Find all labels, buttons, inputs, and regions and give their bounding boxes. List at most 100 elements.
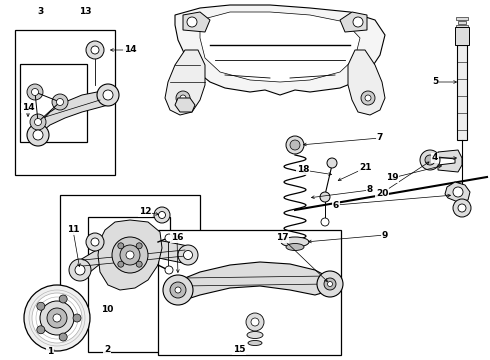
Circle shape — [324, 278, 336, 290]
Bar — [457, 45, 467, 140]
Bar — [458, 37, 466, 40]
Circle shape — [69, 259, 91, 281]
Circle shape — [420, 150, 440, 170]
Bar — [158, 230, 341, 355]
Circle shape — [453, 199, 471, 217]
Bar — [20, 64, 87, 142]
Circle shape — [91, 238, 99, 246]
Circle shape — [165, 266, 173, 274]
Circle shape — [176, 91, 190, 105]
Text: 10: 10 — [101, 305, 113, 314]
Circle shape — [453, 187, 463, 197]
Circle shape — [73, 314, 81, 322]
Polygon shape — [183, 12, 210, 32]
Circle shape — [154, 207, 170, 223]
Circle shape — [103, 90, 113, 100]
Text: 4: 4 — [432, 153, 438, 162]
Circle shape — [33, 130, 43, 140]
Polygon shape — [38, 85, 108, 135]
Circle shape — [178, 245, 198, 265]
Text: 1: 1 — [47, 347, 53, 356]
Circle shape — [246, 313, 264, 331]
Polygon shape — [165, 50, 205, 115]
Text: 8: 8 — [367, 185, 373, 194]
Circle shape — [327, 158, 337, 168]
Bar — [60, 195, 200, 305]
Polygon shape — [178, 262, 332, 302]
Text: 13: 13 — [79, 6, 91, 15]
Circle shape — [361, 91, 375, 105]
Circle shape — [175, 287, 181, 293]
Circle shape — [180, 95, 186, 101]
Circle shape — [321, 218, 329, 226]
Text: 14: 14 — [22, 104, 34, 112]
Ellipse shape — [247, 332, 263, 338]
Circle shape — [40, 301, 74, 335]
Text: 21: 21 — [359, 163, 371, 172]
Circle shape — [126, 251, 134, 259]
Ellipse shape — [286, 243, 304, 251]
Polygon shape — [200, 12, 360, 82]
Circle shape — [120, 245, 140, 265]
Circle shape — [32, 293, 82, 343]
Bar — [455, 27, 469, 45]
Circle shape — [27, 84, 43, 100]
Circle shape — [24, 285, 90, 351]
Circle shape — [91, 46, 99, 54]
Text: 12: 12 — [139, 207, 151, 216]
Circle shape — [75, 265, 85, 275]
Circle shape — [47, 308, 67, 328]
Circle shape — [320, 192, 330, 202]
Circle shape — [34, 118, 42, 126]
Bar — [456, 33, 468, 36]
Text: 17: 17 — [276, 234, 288, 243]
Circle shape — [37, 302, 45, 310]
Circle shape — [30, 114, 46, 130]
Text: 2: 2 — [104, 346, 110, 355]
Circle shape — [290, 140, 300, 150]
Bar — [15, 30, 115, 175]
Circle shape — [183, 251, 193, 260]
Polygon shape — [438, 150, 462, 172]
Circle shape — [163, 275, 193, 305]
Circle shape — [327, 282, 333, 287]
Circle shape — [136, 261, 142, 267]
Text: 18: 18 — [297, 166, 309, 175]
Polygon shape — [348, 50, 385, 115]
Circle shape — [158, 211, 166, 219]
Polygon shape — [80, 238, 188, 280]
Circle shape — [458, 204, 466, 212]
Polygon shape — [175, 98, 195, 112]
Circle shape — [53, 314, 61, 322]
Circle shape — [59, 333, 67, 341]
Circle shape — [170, 282, 186, 298]
Circle shape — [56, 99, 64, 105]
Circle shape — [86, 41, 104, 59]
Text: 5: 5 — [432, 77, 438, 86]
Bar — [88, 217, 170, 352]
Bar — [456, 25, 468, 28]
Text: 7: 7 — [377, 134, 383, 143]
Text: 15: 15 — [233, 346, 245, 355]
Circle shape — [27, 124, 49, 146]
Circle shape — [425, 155, 435, 165]
Circle shape — [136, 243, 142, 249]
Circle shape — [165, 234, 173, 242]
Polygon shape — [340, 12, 367, 32]
Text: 16: 16 — [171, 234, 183, 243]
Circle shape — [251, 318, 259, 326]
Polygon shape — [445, 182, 470, 202]
Text: 14: 14 — [123, 45, 136, 54]
Ellipse shape — [281, 237, 309, 247]
Circle shape — [37, 326, 45, 334]
Circle shape — [365, 95, 371, 101]
Circle shape — [118, 261, 124, 267]
Bar — [456, 17, 468, 20]
Bar — [458, 29, 466, 32]
Circle shape — [118, 243, 124, 249]
Polygon shape — [98, 220, 162, 290]
Ellipse shape — [248, 341, 262, 346]
Circle shape — [31, 89, 39, 95]
Circle shape — [59, 295, 67, 303]
Circle shape — [86, 233, 104, 251]
